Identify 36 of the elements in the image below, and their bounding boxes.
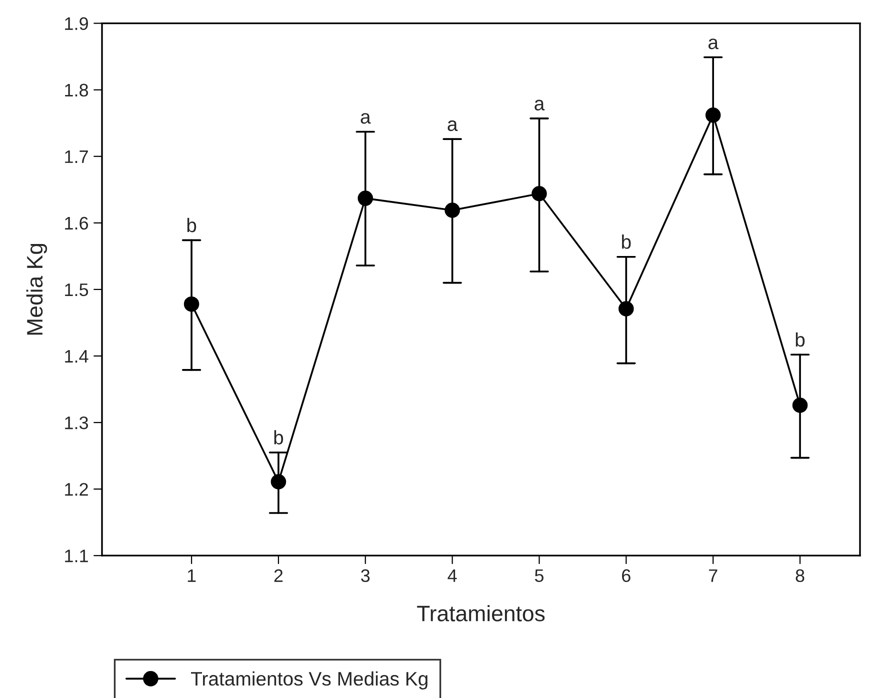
- y-tick-label: 1.6: [65, 216, 88, 230]
- point: [444, 202, 460, 218]
- annotation: a: [708, 38, 718, 50]
- y-tick-label: 1.9: [65, 17, 88, 30]
- annotation: b: [187, 218, 196, 232]
- x-tick-label: 5: [534, 569, 544, 582]
- point: [184, 296, 200, 312]
- legend-label: Tratamientos Vs Medias Kg: [190, 671, 428, 690]
- y-tick-label: 1.2: [65, 482, 88, 496]
- annotation: a: [360, 113, 371, 124]
- x-tick-label: 7: [709, 569, 718, 582]
- x-tick-label: 3: [361, 569, 370, 582]
- point: [705, 107, 721, 123]
- annotation: b: [622, 234, 631, 249]
- point: [270, 474, 286, 490]
- point: [792, 398, 808, 413]
- x-tick-label: 1: [188, 569, 196, 582]
- annotation: b: [274, 430, 284, 444]
- x-tick-label: 2: [274, 569, 283, 582]
- annotation: b: [796, 332, 805, 347]
- annotation: a: [534, 100, 545, 110]
- x-tick-label: 4: [448, 569, 457, 582]
- x-axis-title: Tratamientos: [417, 605, 545, 622]
- x-tick-label: 8: [796, 569, 804, 582]
- y-tick-label: 1.4: [65, 350, 88, 363]
- point: [358, 190, 374, 206]
- y-tick-label: 1.7: [65, 150, 88, 163]
- point: [532, 186, 547, 202]
- y-tick-label: 1.3: [65, 416, 88, 430]
- point: [618, 301, 634, 316]
- y-tick-label: 1.1: [65, 550, 88, 562]
- y-tick-label: 1.8: [65, 84, 88, 97]
- annotation: a: [448, 120, 458, 132]
- y-tick-label: 1.5: [65, 284, 88, 296]
- x-tick-label: 6: [622, 569, 630, 582]
- y-axis-title: Media Kg: [26, 244, 48, 335]
